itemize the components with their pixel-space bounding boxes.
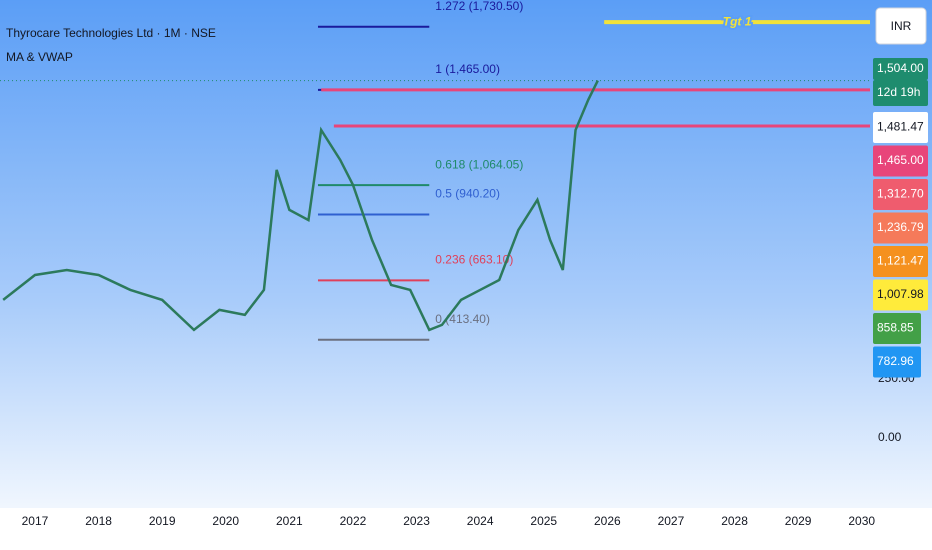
chart-title: Thyrocare Technologies Ltd · 1M · NSE <box>6 26 216 40</box>
price-label-box <box>873 179 928 210</box>
fib-label: 0.5 (940.20) <box>435 187 500 201</box>
price-label-box <box>873 145 928 177</box>
price-label: 1,481.47 <box>877 120 924 134</box>
x-tick-label: 2028 <box>721 514 748 528</box>
price-label: 1,236.79 <box>877 220 924 234</box>
price-label-box <box>873 246 928 277</box>
target-label: Tgt 1 <box>723 14 752 28</box>
fib-label: 0.618 (1,064.05) <box>435 157 523 171</box>
price-label: 1,465.00 <box>877 153 924 167</box>
price-label-box <box>873 279 928 311</box>
currency-button[interactable] <box>875 7 927 45</box>
x-tick-label: 2024 <box>467 514 494 528</box>
x-tick-label: 2022 <box>340 514 367 528</box>
price-label: 1,007.98 <box>877 287 924 301</box>
price-label: 858.85 <box>877 321 914 335</box>
price-line <box>2 80 599 332</box>
indicator-name: MA & VWAP <box>6 50 73 64</box>
price-label-box <box>873 112 928 143</box>
price-label: 1,121.47 <box>877 254 924 268</box>
price-label-box <box>873 58 928 80</box>
currency-label: INR <box>891 19 912 33</box>
x-tick-label: 2030 <box>848 514 875 528</box>
x-tick-label: 2023 <box>403 514 430 528</box>
price-label: 1,312.70 <box>877 187 924 201</box>
price-label-box <box>873 313 921 344</box>
x-tick-label: 2020 <box>212 514 239 528</box>
x-tick-label: 2017 <box>22 514 49 528</box>
x-tick-label: 2019 <box>149 514 176 528</box>
x-tick-label: 2026 <box>594 514 621 528</box>
fib-label: 1 (1,465.00) <box>435 62 500 76</box>
x-tick-label: 2027 <box>658 514 685 528</box>
x-tick-label: 2029 <box>785 514 812 528</box>
price-label-box <box>873 80 928 106</box>
time-axis <box>0 508 932 550</box>
fib-label: 0.236 (663.10) <box>435 253 513 267</box>
x-tick-label: 2025 <box>530 514 557 528</box>
y-tick-label: 0.00 <box>878 430 902 444</box>
price-label: 782.96 <box>877 354 914 368</box>
x-tick-label: 2021 <box>276 514 303 528</box>
price-label: 12d 19h <box>877 85 920 99</box>
price-label-box <box>873 346 921 378</box>
fib-label: 1.272 (1,730.50) <box>435 0 523 13</box>
x-tick-label: 2018 <box>85 514 112 528</box>
price-label-box <box>873 212 928 244</box>
price-label: 1,504.00 <box>877 61 924 75</box>
